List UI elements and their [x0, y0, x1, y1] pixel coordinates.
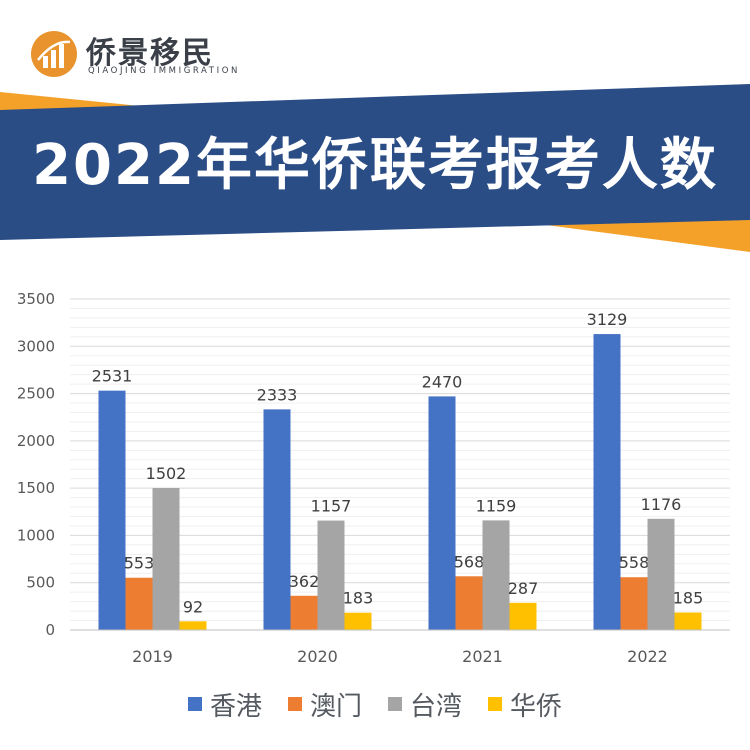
banner-band — [0, 84, 750, 240]
data-label: 1159 — [476, 496, 517, 515]
bar-chart: 0 500 1000 1500 2000 2500 3000 3500 2531 553 1502 9… — [17, 290, 730, 666]
y-tick-label: 2000 — [17, 432, 55, 450]
bar-华侨 — [674, 612, 702, 630]
data-label: 1176 — [641, 495, 682, 514]
legend-item: 华侨 — [488, 686, 562, 723]
brand-name: 侨景移民 — [86, 36, 214, 71]
bar-华侨 — [344, 612, 372, 630]
y-tick-label: 1500 — [17, 479, 55, 497]
data-label: 2333 — [257, 385, 298, 404]
legend-item: 台湾 — [388, 686, 462, 723]
data-label: 183 — [343, 589, 374, 608]
data-label: 2531 — [92, 367, 133, 386]
legend-swatch — [287, 697, 302, 711]
legend-swatch — [187, 697, 202, 711]
legend-item: 香港 — [187, 686, 262, 723]
data-label: 1157 — [311, 497, 352, 516]
y-tick-label: 500 — [26, 574, 55, 592]
bar-台湾 — [647, 518, 675, 630]
chart-legend: 香港 澳门 台湾 华侨 — [0, 686, 750, 722]
logo-mark-icon — [31, 31, 77, 77]
y-tick-label: 3500 — [17, 290, 55, 308]
legend-label: 台湾 — [410, 691, 463, 722]
brand-subtitle: QIAOJING IMMIGRATION — [88, 66, 240, 76]
legend-label: 澳门 — [309, 691, 362, 722]
x-tick-label: 2022 — [627, 647, 668, 666]
bar-台湾 — [152, 487, 180, 630]
y-tick-label: 0 — [45, 621, 55, 639]
bar-香港 — [428, 396, 456, 630]
bar-台湾 — [317, 520, 345, 630]
bar-香港 — [593, 334, 621, 630]
banner-title: 2022年华侨联考报考人数 — [32, 133, 718, 198]
legend-label: 华侨 — [510, 691, 563, 722]
bar-澳门 — [290, 595, 318, 630]
data-label: 185 — [673, 589, 704, 608]
data-label: 2470 — [422, 372, 463, 391]
x-tick-label: 2019 — [132, 647, 173, 666]
x-tick-label: 2020 — [297, 647, 338, 666]
bar-香港 — [263, 409, 291, 630]
y-tick-label: 1000 — [17, 526, 55, 544]
data-label: 553 — [124, 554, 155, 573]
y-tick-label: 3000 — [17, 337, 55, 355]
x-tick-label: 2021 — [462, 647, 503, 666]
title-banner — [0, 84, 750, 252]
data-label: 3129 — [587, 310, 628, 329]
bar-澳门 — [125, 577, 153, 630]
legend-swatch — [388, 697, 402, 711]
legend-swatch — [488, 697, 503, 711]
legend-label: 香港 — [209, 691, 262, 722]
data-label: 287 — [508, 579, 539, 598]
bar-台湾 — [482, 520, 510, 630]
brand-logo: 侨景移民 QIAOJING IMMIGRATION — [30, 28, 260, 80]
data-label: 568 — [454, 552, 485, 571]
bar-澳门 — [620, 577, 648, 630]
legend-item: 澳门 — [287, 686, 362, 723]
data-label: 92 — [183, 597, 203, 616]
data-label: 1502 — [146, 464, 187, 483]
bar-澳门 — [455, 576, 483, 630]
bar-华侨 — [509, 602, 537, 630]
y-tick-label: 2500 — [17, 385, 55, 403]
data-label: 362 — [289, 572, 320, 591]
bar-香港 — [98, 390, 126, 630]
data-label: 558 — [619, 553, 650, 572]
bar-华侨 — [179, 621, 207, 630]
